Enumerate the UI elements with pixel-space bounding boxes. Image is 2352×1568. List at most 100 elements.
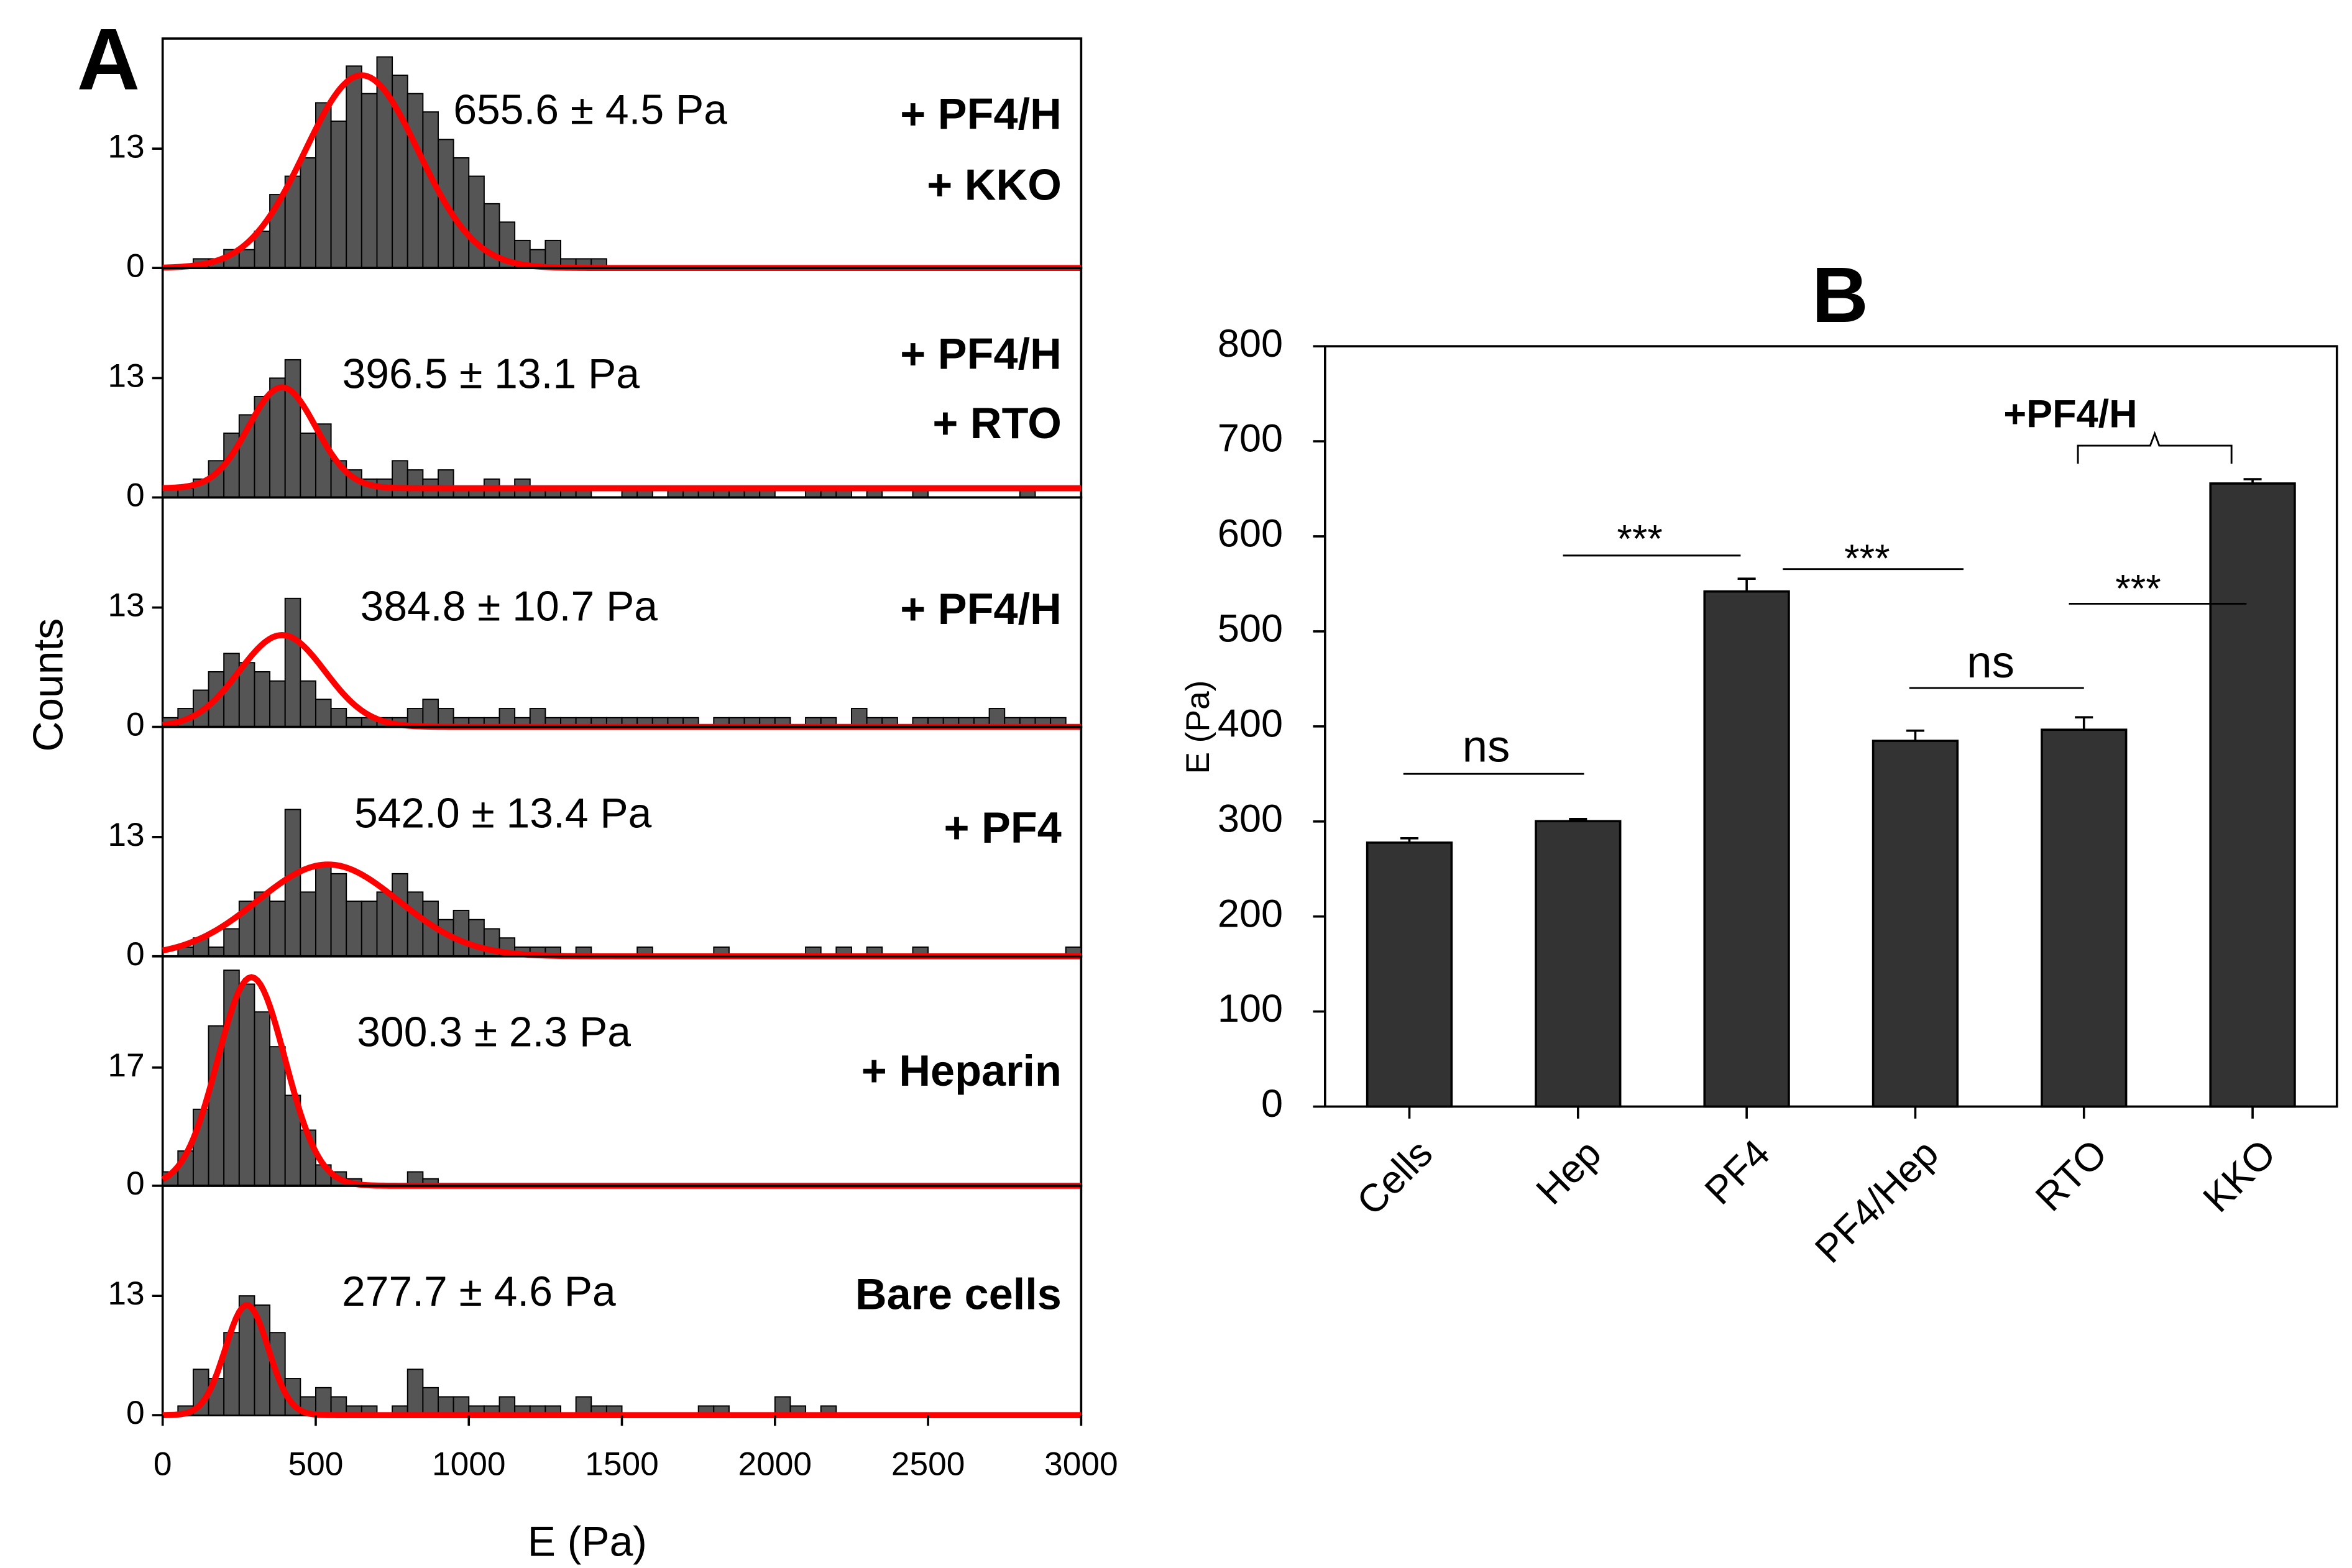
- histogram-bar: [223, 928, 240, 957]
- histogram-bar: [376, 891, 393, 957]
- x-tick-label: 2500: [891, 1446, 965, 1483]
- x-tick-label: 1000: [432, 1446, 506, 1483]
- y-tick-label: 300: [1218, 797, 1283, 840]
- histogram-bar: [407, 1369, 424, 1416]
- x-tick-label: 0: [154, 1446, 172, 1483]
- histogram-bar: [315, 864, 332, 957]
- histogram-bar: [544, 239, 561, 269]
- bar: [1872, 740, 1959, 1108]
- fit-annotation: 655.6 ± 4.5 Pa: [453, 87, 727, 134]
- y-tick-label: 0: [126, 1165, 145, 1202]
- x-axis-label: E (Pa): [528, 1518, 647, 1565]
- y-tick-label: 13: [108, 1275, 144, 1312]
- bar: [1366, 841, 1453, 1108]
- histogram-bar: [300, 157, 316, 269]
- y-tick-label: 600: [1218, 512, 1283, 556]
- condition-label: + PF4/H: [900, 584, 1062, 633]
- bar: [1703, 590, 1790, 1108]
- histogram-bar: [361, 901, 378, 957]
- error-bar: [2243, 478, 2262, 484]
- fit-annotation: 277.7 ± 4.6 Pa: [342, 1268, 616, 1315]
- histogram-bar: [238, 662, 255, 728]
- x-tick-label: 3000: [1044, 1446, 1118, 1483]
- histogram-bar: [452, 157, 470, 269]
- error-bar: [1400, 837, 1419, 843]
- condition-label: + Heparin: [861, 1046, 1062, 1095]
- bracket: [2077, 431, 2233, 464]
- error-bar: [1569, 817, 1587, 822]
- y-tick-label: 400: [1218, 702, 1283, 745]
- histogram-bar: [407, 93, 424, 269]
- histogram-bar: [452, 909, 470, 957]
- histogram-bar: [346, 717, 362, 728]
- y-tick-label: 13: [108, 817, 144, 853]
- histogram-bar: [330, 873, 347, 957]
- y-tick-label: 17: [108, 1047, 144, 1084]
- y-tick-label: 13: [108, 128, 144, 165]
- histogram-bar: [238, 249, 255, 269]
- histogram-bar: [254, 1011, 271, 1186]
- histogram-bar: [330, 120, 347, 269]
- histogram-bar: [438, 469, 454, 498]
- histogram-bar: [238, 983, 255, 1186]
- histogram-bar: [284, 597, 301, 728]
- histogram-bar: [422, 1387, 439, 1416]
- fit-annotation: 396.5 ± 13.1 Pa: [342, 351, 640, 398]
- histogram-bar: [284, 809, 301, 957]
- y-tick-label: 0: [1261, 1082, 1283, 1126]
- histogram-bar: [254, 671, 271, 728]
- significance-label: ***: [1617, 518, 1663, 561]
- histogram-bar: [468, 175, 485, 269]
- error-bar: [1906, 729, 1924, 741]
- histogram-bar: [238, 1295, 255, 1416]
- histogram-bar: [269, 1046, 286, 1186]
- y-tick-label: 0: [126, 936, 145, 973]
- y-tick-label: 13: [108, 357, 144, 394]
- significance-label: ***: [1844, 537, 1890, 580]
- x-tick-label: 2000: [738, 1446, 812, 1483]
- histogram-bar: [346, 901, 362, 957]
- y-tick-label: 13: [108, 587, 144, 624]
- y-axis-label: Counts: [25, 618, 71, 752]
- y-tick-label: 0: [126, 1395, 145, 1431]
- histogram-bar: [269, 377, 286, 498]
- bar: [1535, 820, 1622, 1108]
- y-tick-label: 0: [126, 247, 145, 284]
- y-axis-label: E (Pa): [1180, 681, 1216, 774]
- x-tick-label: 500: [288, 1446, 344, 1483]
- condition-label: + PF4/H: [900, 329, 1062, 378]
- histogram-bar: [300, 433, 316, 498]
- histogram-bar: [392, 873, 408, 957]
- y-tick-label: 0: [126, 707, 145, 743]
- histogram-bar: [361, 93, 378, 269]
- histogram-bar: [407, 469, 424, 498]
- chart-title: B: [1812, 251, 1868, 339]
- histogram-bar: [330, 708, 347, 728]
- error-bar: [1737, 577, 1756, 592]
- condition-label: + RTO: [932, 398, 1062, 447]
- significance-label: +PF4/H: [2003, 393, 2137, 436]
- y-tick-label: 500: [1218, 607, 1283, 651]
- fit-annotation: 542.0 ± 13.4 Pa: [354, 790, 652, 837]
- bar: [2041, 728, 2128, 1108]
- condition-label: Bare cells: [855, 1270, 1062, 1319]
- y-tick-label: 800: [1218, 322, 1283, 365]
- condition-label: + PF4/H: [900, 89, 1062, 139]
- fit-curve: [162, 384, 1082, 492]
- histogram-bar: [300, 891, 316, 957]
- histogram-bar: [346, 65, 362, 269]
- histogram-bar: [284, 359, 301, 498]
- histogram-bar: [407, 891, 424, 957]
- histogram-bar: [269, 680, 286, 728]
- condition-label: + KKO: [927, 160, 1062, 209]
- histogram-bar: [315, 1387, 332, 1416]
- significance-label: ns: [1463, 722, 1510, 772]
- fit-annotation: 384.8 ± 10.7 Pa: [361, 584, 658, 630]
- histogram-bar: [269, 901, 286, 957]
- histogram-bar: [300, 680, 316, 728]
- y-tick-label: 700: [1218, 417, 1283, 461]
- bar: [2209, 482, 2296, 1108]
- histogram-bar: [315, 699, 332, 728]
- error-bar: [2075, 716, 2093, 730]
